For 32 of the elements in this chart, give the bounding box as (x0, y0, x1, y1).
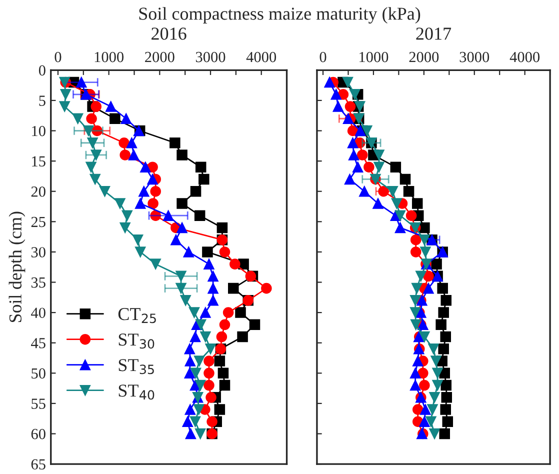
y-tick-label: 15 (32, 156, 46, 166)
y-tick-label: 0 (38, 65, 46, 76)
y-tick-label: 20 (31, 186, 46, 197)
y-tick-label: 50 (32, 368, 46, 379)
y-tick-label: 35 (31, 277, 46, 288)
chart-title: 2017 (416, 28, 452, 40)
x-tick-label: 0 (54, 52, 62, 62)
x-tick-label: 4000 (510, 52, 540, 62)
chart-title: 2016 (152, 28, 186, 40)
legend-label: CT$_{25}$ (118, 308, 156, 324)
x-axis-title: Soil compactness maize maturity (kPa) (139, 7, 420, 24)
y-tick-label: 40 (31, 308, 46, 318)
legend-label: ST$_{35}$ (118, 359, 154, 374)
y-tick-label: 25 (31, 216, 46, 228)
x-tick-label: 3000 (196, 52, 226, 62)
x-tick-label: 4000 (246, 52, 276, 62)
x-tick-label: 1000 (360, 52, 388, 62)
x-tick-label: 2000 (145, 52, 174, 62)
y-tick-label: 5 (39, 96, 46, 106)
y-axis-title: Soil depth (cm) (8, 212, 26, 322)
x-tick-label: 2000 (409, 52, 439, 62)
y-tick-label: 45 (31, 338, 46, 348)
x-tick-label: 0 (320, 52, 326, 62)
legend-label: ST$_{30}$ (118, 334, 154, 349)
y-tick-label: 30 (31, 247, 46, 258)
y-tick-label: 55 (32, 398, 46, 409)
x-tick-label: 3000 (460, 52, 490, 62)
x-tick-label: 1000 (94, 52, 124, 62)
legend-label: ST$_{40}$ (118, 384, 154, 400)
y-tick-label: 10 (32, 126, 46, 136)
y-tick-label: 65 (31, 459, 46, 470)
y-tick-label: 60 (31, 428, 46, 440)
